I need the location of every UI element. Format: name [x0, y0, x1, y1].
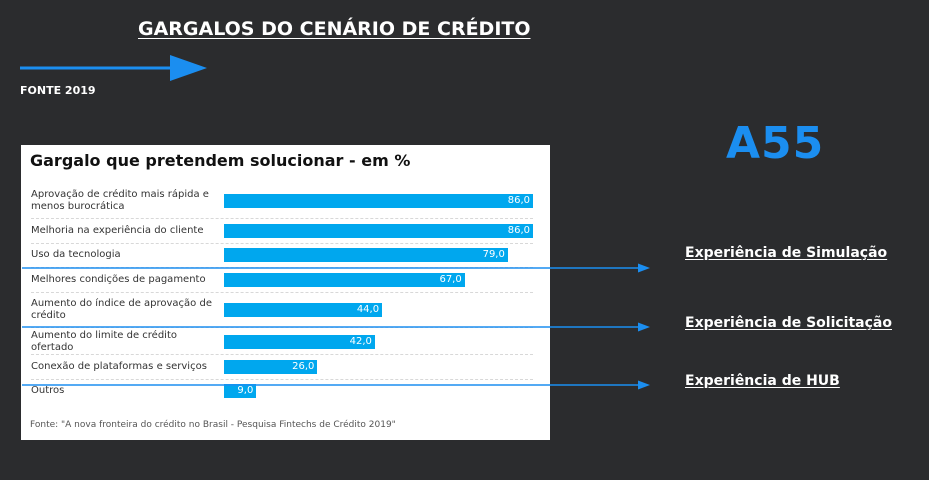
bar-value-label: 86,0 — [507, 225, 530, 236]
bar-category-label: Uso da tecnologia — [31, 249, 121, 260]
row-separator — [31, 354, 533, 355]
bar-value-label: 79,0 — [482, 249, 505, 260]
bar-value-label: 9,0 — [237, 385, 254, 396]
row-separator — [31, 379, 533, 380]
row-separator — [31, 218, 533, 219]
chart-source: Fonte: "A nova fronteira do crédito no B… — [30, 420, 396, 430]
pointer-arrow-solicitacao — [22, 322, 650, 332]
pointer-arrow-hub — [22, 380, 650, 390]
source-tag: FONTE 2019 — [20, 84, 96, 97]
bar-value-label: 67,0 — [439, 274, 462, 285]
bar: 79,0 — [224, 248, 508, 262]
slide-title: GARGALOS DO CENÁRIO DE CRÉDITO — [138, 18, 531, 40]
bar: 26,0 — [224, 360, 318, 374]
chart-title: Gargalo que pretendem solucionar - em % — [30, 151, 411, 170]
company-code: A55 — [726, 118, 825, 169]
callout-simulacao: Experiência de Simulação — [685, 245, 888, 261]
bar: 42,0 — [224, 335, 375, 349]
row-separator — [31, 292, 533, 293]
callout-solicitacao: Experiência de Solicitação — [685, 315, 892, 331]
bar-category-label: Melhoria na experiência do cliente — [31, 225, 204, 236]
chart-card: Gargalo que pretendem solucionar - em % … — [21, 145, 550, 440]
bar-value-label: 42,0 — [349, 336, 372, 347]
bar-category-label: Melhores condições de pagamento — [31, 274, 206, 285]
bar: 44,0 — [224, 303, 383, 317]
bar-category-label: Aumento do índice de aprovação de crédit… — [31, 298, 212, 321]
callout-hub: Experiência de HUB — [685, 373, 840, 389]
row-separator — [31, 243, 533, 244]
bar-category-label: Conexão de plataformas e serviços — [31, 361, 207, 372]
bar-value-label: 26,0 — [292, 361, 315, 372]
right-arrow-icon — [20, 55, 207, 81]
bar-category-label: Aprovação de crédito mais rápida e menos… — [31, 189, 209, 212]
bar-category-label: Aumento do limite de crédito ofertado — [31, 330, 177, 353]
bar: 67,0 — [224, 273, 465, 287]
bar: 9,0 — [224, 384, 257, 398]
bar-value-label: 86,0 — [507, 195, 530, 206]
pointer-arrow-simulacao — [22, 263, 650, 273]
bar: 86,0 — [224, 194, 533, 208]
bar: 86,0 — [224, 224, 533, 238]
bar-category-label: Outros — [31, 385, 65, 396]
bar-value-label: 44,0 — [356, 304, 380, 315]
